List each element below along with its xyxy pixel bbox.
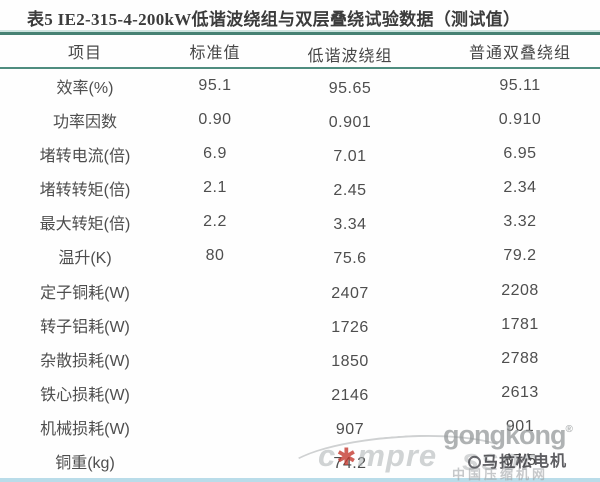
row-label: 最大转矩(倍) (39, 216, 131, 234)
table-row: 杂散损耗(W) 1850 2788 (0, 342, 600, 376)
cell-double-lap: 2.34 (503, 179, 537, 197)
cell-double-lap: 1781 (501, 315, 539, 333)
table-row: 堵转电流(倍) 6.9 7.01 6.95 (0, 137, 600, 171)
table-row: 铜重(kg) 74.2 87.5 (0, 444, 600, 478)
cell-low-harmonic: 75.6 (333, 250, 367, 268)
table-row: 铁心损耗(W) 2146 2613 (0, 376, 600, 410)
cell-double-lap: 901 (505, 417, 535, 435)
header-item: 项目 (67, 45, 102, 62)
cell-low-harmonic: 95.65 (328, 80, 372, 98)
row-label: 效率(%) (56, 80, 114, 98)
row-label: 杂散损耗(W) (40, 352, 130, 370)
table-bottom-rule (0, 478, 600, 482)
title-band: 表5 IE2-315-4-200kW低谐波绕组与双层叠绕试验数据（测试值） (0, 0, 600, 32)
cell-double-lap: 3.32 (503, 213, 537, 231)
header-low-harmonic-winding: 低谐波绕组 (307, 48, 393, 65)
cell-low-harmonic: 2146 (331, 386, 369, 404)
cell-standard: 6.9 (203, 145, 227, 163)
cell-standard: 95.1 (198, 77, 232, 95)
table-title: 表5 IE2-315-4-200kW低谐波绕组与双层叠绕试验数据（测试值） (27, 10, 521, 29)
cell-standard: 0.90 (198, 111, 232, 129)
table-row: 功率因数 0.90 0.901 0.910 (0, 103, 600, 137)
row-label: 堵转电流(倍) (39, 148, 131, 166)
table-header-row: 项目 标准值 低谐波绕组 普通双叠绕组 (0, 35, 600, 67)
header-bottom-rule (0, 67, 600, 69)
header-double-lap-winding: 普通双叠绕组 (468, 45, 571, 62)
row-label: 定子铜耗(W) (40, 284, 130, 302)
table-row: 转子铝耗(W) 1726 1781 (0, 308, 600, 342)
cell-double-lap: 0.910 (498, 111, 542, 129)
cell-double-lap: 87.5 (503, 451, 537, 469)
cell-low-harmonic: 0.901 (328, 114, 372, 132)
cell-standard: 80 (205, 247, 225, 265)
header-standard-value: 标准值 (189, 45, 241, 62)
cell-double-lap: 2208 (501, 281, 539, 299)
row-label: 铁心损耗(W) (40, 386, 130, 404)
cell-low-harmonic: 907 (335, 420, 365, 438)
table-top-rule (0, 32, 600, 35)
cell-double-lap: 2788 (501, 349, 539, 367)
cell-low-harmonic: 74.2 (333, 454, 367, 472)
row-label: 功率因数 (52, 114, 117, 132)
table-row: 温升(K) 80 75.6 79.2 (0, 239, 600, 273)
cell-low-harmonic: 2407 (331, 284, 369, 302)
cell-standard: 2.2 (203, 213, 227, 231)
table-row: 效率(%) 95.1 95.65 95.11 (0, 69, 600, 103)
table-body: 效率(%) 95.1 95.65 95.11 功率因数 0.90 0.901 0… (0, 69, 600, 478)
table-row: 机械损耗(W) 907 901 (0, 410, 600, 444)
row-label: 机械损耗(W) (40, 420, 130, 438)
cell-low-harmonic: 2.45 (333, 182, 367, 200)
row-label: 铜重(kg) (55, 454, 115, 472)
cell-low-harmonic: 3.34 (333, 216, 367, 234)
table-row: 堵转转矩(倍) 2.1 2.45 2.34 (0, 171, 600, 205)
cell-double-lap: 95.11 (499, 77, 541, 95)
cell-double-lap: 2613 (501, 383, 539, 401)
row-label: 堵转转矩(倍) (39, 182, 131, 200)
cell-standard: 2.1 (203, 179, 227, 197)
cell-low-harmonic: 1850 (331, 352, 369, 370)
cell-double-lap: 79.2 (503, 247, 537, 265)
cell-double-lap: 6.95 (503, 145, 537, 163)
table-row: 定子铜耗(W) 2407 2208 (0, 273, 600, 307)
row-label: 转子铝耗(W) (40, 318, 130, 336)
table-row: 最大转矩(倍) 2.2 3.34 3.32 (0, 205, 600, 239)
cell-low-harmonic: 7.01 (333, 148, 367, 166)
cell-low-harmonic: 1726 (331, 318, 369, 336)
row-label: 温升(K) (58, 250, 112, 268)
